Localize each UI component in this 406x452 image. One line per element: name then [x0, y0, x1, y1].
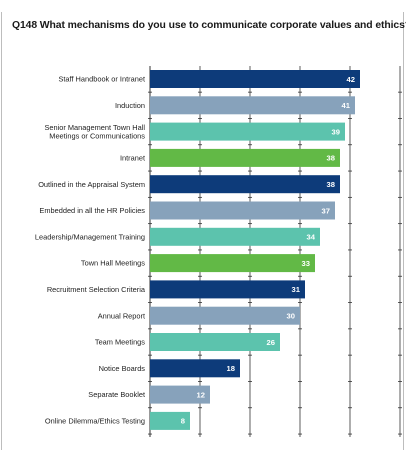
bar-11	[150, 333, 280, 351]
data-label: 38	[327, 180, 335, 189]
category-label: Separate Booklet	[88, 390, 145, 399]
category-label: Online Dilemma/Ethics Testing	[45, 417, 145, 426]
category-label: Town Hall Meetings	[81, 259, 145, 268]
category-label: Outlined in the Appraisal System	[38, 180, 145, 189]
data-label: 33	[302, 259, 310, 268]
chart-title: Q148 What mechanisms do you use to commu…	[12, 20, 406, 31]
category-label: Induction	[115, 101, 145, 110]
data-label: 39	[332, 127, 340, 136]
bar-2	[150, 96, 355, 115]
bar-1	[150, 70, 360, 88]
category-label: Leadership/Management Training	[35, 232, 145, 241]
chart-frame	[1, 12, 404, 450]
data-label: 12	[197, 390, 205, 399]
bar-14	[150, 411, 190, 430]
bar-4	[150, 148, 340, 167]
category-label: Annual Report	[98, 311, 145, 320]
data-label: 31	[292, 285, 301, 294]
data-label: 34	[307, 233, 316, 242]
category-label: Intranet	[120, 154, 145, 163]
category-label: Team Meetings	[95, 338, 145, 347]
bar-12	[150, 359, 240, 378]
category-label: Recruitment Selection Criteria	[47, 285, 146, 294]
category-label: Staff Handbook or Intranet	[58, 75, 145, 84]
data-label: 30	[287, 312, 295, 321]
bar-10	[150, 306, 300, 325]
bar-13	[150, 385, 210, 404]
category-label: Embedded in all the HR Policies	[39, 206, 145, 215]
bar-7	[150, 227, 320, 246]
bar-8	[150, 254, 315, 273]
data-label: 18	[227, 364, 235, 373]
data-label: 38	[327, 154, 335, 163]
bar-5	[150, 175, 340, 194]
data-label: 37	[322, 206, 330, 215]
bar-6	[150, 201, 335, 220]
bar-9	[150, 280, 305, 299]
category-label: Senior Management Town Hall Meetings or C…	[44, 123, 145, 141]
category-label: Notice Boards	[99, 364, 146, 373]
bar-3	[150, 122, 345, 141]
data-label: 8	[181, 417, 185, 426]
data-label: 41	[342, 101, 351, 110]
data-label: 26	[267, 338, 275, 347]
data-label: 42	[347, 75, 355, 84]
